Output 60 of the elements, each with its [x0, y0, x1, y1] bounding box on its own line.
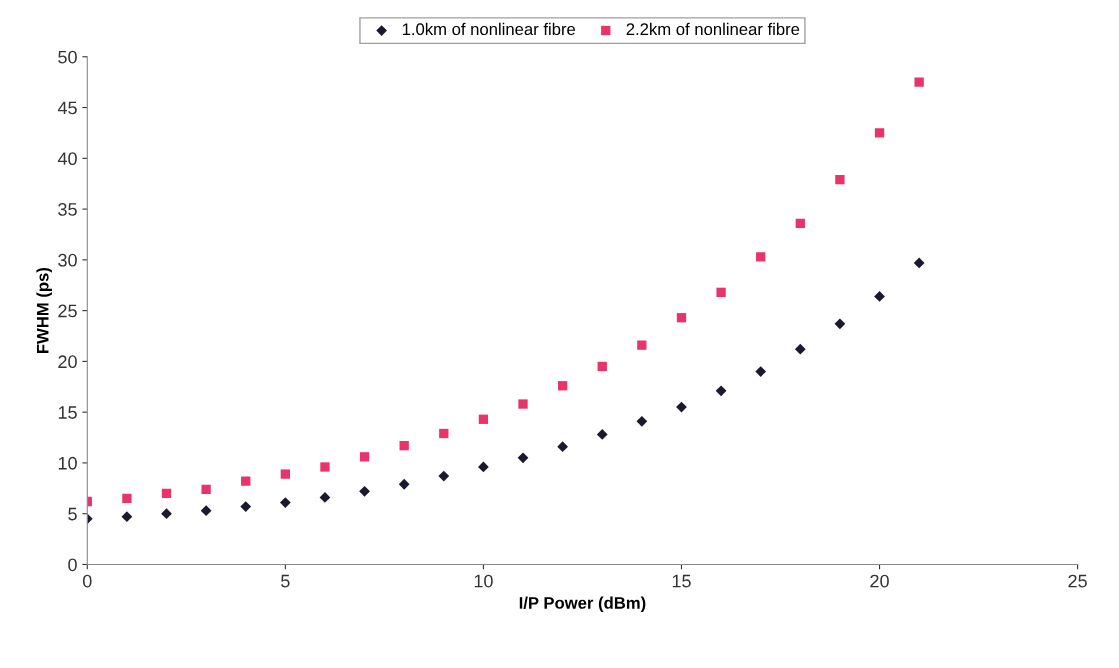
point	[795, 218, 805, 228]
point	[676, 313, 687, 323]
point	[478, 414, 489, 424]
y-tick-label: 20	[58, 355, 77, 369]
point	[557, 381, 568, 391]
x-axis-title: I/P Power (dBm)	[519, 596, 646, 613]
y-tick-label: 40	[57, 152, 77, 166]
x-tick-label: 25	[1068, 574, 1087, 588]
y-tick-label: 35	[58, 203, 77, 216]
point	[399, 441, 409, 451]
point	[874, 291, 885, 302]
y-tick-label: 0	[68, 558, 77, 572]
point	[201, 484, 211, 494]
y-tick-label: 45	[57, 101, 77, 115]
point	[280, 469, 290, 479]
point	[359, 452, 370, 462]
point	[636, 415, 648, 427]
point	[755, 366, 767, 377]
point	[161, 488, 172, 499]
legend-label: 2.2km of nonlinear fibre	[626, 22, 800, 36]
point	[161, 508, 172, 520]
y-tick-label: 10	[58, 456, 77, 470]
point	[241, 476, 251, 486]
point	[359, 485, 370, 497]
x-tick-label: 0	[82, 574, 92, 588]
y-axis-title: FWHM (ps)	[36, 267, 52, 354]
y-tick-label: 15	[58, 406, 77, 419]
point	[439, 428, 449, 439]
point	[874, 128, 885, 138]
x-tick-label: 15	[672, 574, 691, 588]
point	[835, 174, 845, 185]
y-tick-label: 30	[58, 253, 77, 267]
point	[122, 493, 132, 504]
point	[517, 452, 529, 464]
point	[834, 318, 846, 330]
x-tick-label: 20	[870, 574, 889, 588]
y-tick-label: 5	[68, 507, 77, 521]
x-tick-label: 10	[474, 574, 493, 588]
y-tick-label: 25	[58, 304, 77, 318]
point	[637, 340, 647, 350]
point	[715, 385, 727, 397]
point	[557, 441, 569, 453]
point	[438, 470, 450, 482]
legend-label: 1.0km of nonlinear fibre	[402, 22, 576, 36]
point	[756, 252, 766, 262]
point	[913, 257, 925, 269]
x-tick-label: 5	[281, 574, 290, 588]
point	[200, 505, 212, 517]
point	[320, 462, 330, 472]
point	[794, 343, 806, 355]
point	[716, 287, 726, 297]
point	[596, 429, 608, 440]
point	[597, 361, 607, 372]
point	[914, 77, 924, 87]
point	[121, 511, 133, 523]
point	[398, 478, 410, 490]
y-tick-label: 50	[58, 50, 77, 64]
point	[279, 497, 291, 508]
point	[240, 501, 252, 512]
point	[518, 399, 528, 409]
